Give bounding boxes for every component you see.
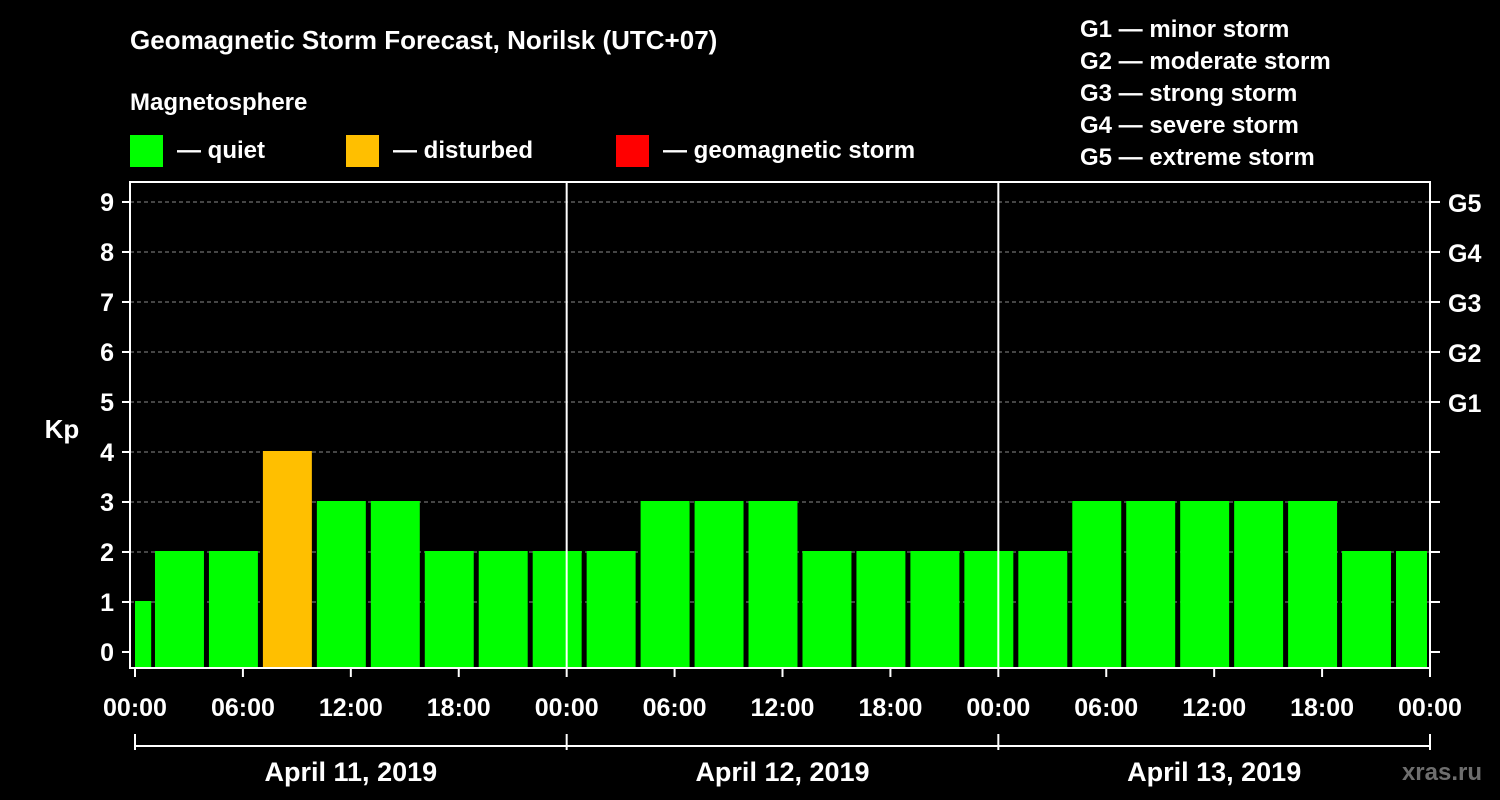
day-axis: April 11, 2019 April 12, 2019 April 13, 20… — [134, 734, 1431, 787]
x-tick-label-2: 12:00 — [319, 694, 383, 722]
bar-23 — [1342, 551, 1392, 668]
right-tick-label-g4: G4 — [1448, 240, 1481, 268]
x-tick-label-6: 12:00 — [751, 694, 815, 722]
watermark: xras.ru — [1402, 759, 1482, 786]
chart-subtitle: Magnetosphere — [130, 89, 307, 116]
x-tick-label-7: 18:00 — [858, 694, 922, 722]
bar-22 — [1288, 501, 1338, 668]
y-tick-label-8: 8 — [100, 239, 114, 267]
x-tick-label-1: 06:00 — [211, 694, 275, 722]
x-tick-label-8: 00:00 — [966, 694, 1030, 722]
x-axis: 00:00 06:00 12:00 18:00 00:00 06:00 12:00 18:00… — [103, 668, 1462, 722]
bars — [135, 451, 1427, 668]
x-tick-label-11: 18:00 — [1290, 694, 1354, 722]
bar-13 — [802, 551, 852, 668]
day-label-1: April 12, 2019 — [695, 757, 869, 787]
bar-3 — [262, 451, 312, 668]
legend-swatch-storm — [616, 135, 649, 167]
legend-swatch-quiet — [130, 135, 163, 167]
bar-2 — [208, 551, 258, 668]
bar-12 — [748, 501, 798, 668]
legend-label-storm: — geomagnetic storm — [663, 137, 915, 164]
y-tick-label-6: 6 — [100, 339, 114, 367]
bar-10 — [640, 501, 690, 668]
legend-label-quiet: — quiet — [177, 137, 265, 164]
plot-frame — [129, 181, 1431, 669]
bar-1 — [154, 551, 204, 668]
y-axis-label: Kp — [45, 414, 80, 444]
x-tick-label-9: 06:00 — [1074, 694, 1138, 722]
x-tick-label-0: 00:00 — [103, 694, 167, 722]
bar-8 — [532, 551, 582, 668]
legend-swatch-disturbed — [346, 135, 379, 167]
bar-15 — [910, 551, 960, 668]
header: Geomagnetic Storm Forecast, Norilsk (UTC… — [130, 25, 717, 116]
storm-scale-g2: G2 — moderate storm — [1080, 48, 1331, 75]
bar-16 — [964, 551, 1014, 668]
y-tick-label-9: 9 — [100, 189, 114, 217]
x-tick-label-5: 06:00 — [643, 694, 707, 722]
right-tick-label-g3: G3 — [1448, 290, 1481, 318]
y-tick-label-4: 4 — [100, 439, 114, 467]
storm-scale-g5: G5 — extreme storm — [1080, 144, 1315, 171]
right-tick-label-g1: G1 — [1448, 390, 1481, 418]
bar-6 — [424, 551, 474, 668]
bar-17 — [1018, 551, 1068, 668]
right-tick-label-g2: G2 — [1448, 340, 1481, 368]
x-tick-label-10: 12:00 — [1182, 694, 1246, 722]
y-tick-label-3: 3 — [100, 489, 114, 517]
x-tick-label-12: 00:00 — [1398, 694, 1462, 722]
bar-7 — [478, 551, 528, 668]
bar-5 — [370, 501, 420, 668]
y-tick-label-0: 0 — [100, 639, 114, 667]
right-axis: G1 G2 G3 G4 G5 — [1430, 190, 1481, 653]
x-tick-label-3: 18:00 — [427, 694, 491, 722]
storm-scale-g1: G1 — minor storm — [1080, 16, 1289, 43]
bar-19 — [1126, 501, 1176, 668]
bar-4 — [316, 501, 366, 668]
bar-0 — [135, 601, 152, 668]
right-tick-label-g5: G5 — [1448, 190, 1481, 218]
bar-9 — [586, 551, 636, 668]
storm-scale-g3: G3 — strong storm — [1080, 80, 1297, 107]
day-separators — [565, 182, 1000, 668]
bar-20 — [1180, 501, 1230, 668]
bar-21 — [1234, 501, 1284, 668]
bar-14 — [856, 551, 906, 668]
y-tick-label-2: 2 — [100, 539, 114, 567]
x-tick-label-4: 00:00 — [535, 694, 599, 722]
storm-scale-legend: G1 — minor storm G2 — moderate storm G3 … — [1080, 16, 1331, 171]
bar-18 — [1072, 501, 1122, 668]
day-label-0: April 11, 2019 — [265, 757, 438, 787]
bar-11 — [694, 501, 744, 668]
legend-label-disturbed: — disturbed — [393, 137, 533, 164]
bar-24 — [1396, 551, 1427, 668]
y-tick-label-1: 1 — [100, 589, 114, 617]
legend: — quiet — disturbed — geomagnetic storm — [130, 135, 915, 167]
y-axis: 0 1 2 3 4 5 6 7 8 9 — [100, 189, 130, 667]
storm-scale-g4: G4 — severe storm — [1080, 112, 1299, 139]
y-tick-label-5: 5 — [100, 389, 114, 417]
chart-title: Geomagnetic Storm Forecast, Norilsk (UTC… — [130, 25, 717, 55]
day-label-2: April 13, 2019 — [1127, 757, 1301, 787]
y-tick-label-7: 7 — [100, 289, 114, 317]
